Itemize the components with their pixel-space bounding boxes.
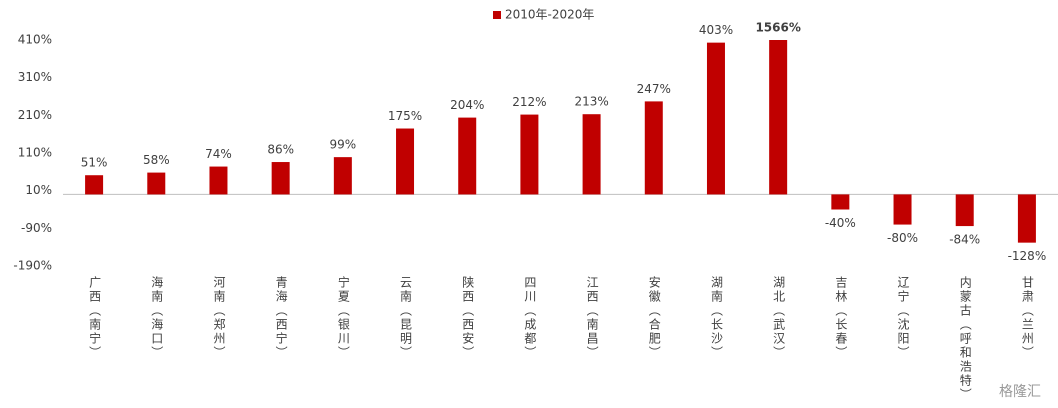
bar xyxy=(1017,194,1036,243)
y-tick-label: 110% xyxy=(18,146,52,160)
data-label: 51% xyxy=(81,156,108,170)
x-tick-label: 甘肃（兰州） xyxy=(1020,276,1034,360)
data-label: 204% xyxy=(450,98,484,112)
y-tick-label: 210% xyxy=(18,108,52,122)
x-tick-label: 四川（成都） xyxy=(523,276,537,360)
data-label: 1566% xyxy=(755,21,800,35)
x-tick-label: 内蒙古（呼和浩特） xyxy=(958,276,972,402)
bar xyxy=(520,114,539,195)
x-tick-label: 青海（西宁） xyxy=(274,276,288,360)
bar xyxy=(955,194,974,227)
data-label: 99% xyxy=(330,138,357,152)
bar xyxy=(396,128,415,195)
y-tick-label: 410% xyxy=(18,33,52,47)
bar xyxy=(831,194,850,210)
watermark: 格隆汇 xyxy=(999,384,1041,400)
data-label: 58% xyxy=(143,153,170,167)
y-tick-label: -190% xyxy=(13,259,52,273)
bar xyxy=(147,172,166,195)
data-label: 212% xyxy=(512,95,546,109)
bar xyxy=(769,40,788,195)
x-tick-label: 湖北（武汉） xyxy=(772,275,786,360)
bar xyxy=(644,101,663,195)
x-tick-label: 海南（海口） xyxy=(150,275,164,360)
data-label: -84% xyxy=(949,233,980,247)
data-label: 175% xyxy=(388,109,422,123)
y-tick-label: -90% xyxy=(21,221,52,235)
data-label: -40% xyxy=(825,216,856,230)
data-label: -128% xyxy=(1008,249,1047,263)
x-tick-label: 江西（南昌） xyxy=(585,276,599,360)
x-tick-label: 宁夏（银川） xyxy=(336,275,350,360)
x-tick-label: 安徽（合肥） xyxy=(647,275,661,360)
bar xyxy=(271,162,290,195)
legend-swatch xyxy=(493,11,501,19)
bar xyxy=(458,117,477,195)
data-label: 213% xyxy=(574,95,608,109)
x-tick-label: 河南（郑州） xyxy=(212,276,226,360)
bar xyxy=(333,157,352,195)
x-tick-label: 云南（昆明） xyxy=(399,276,413,360)
bar xyxy=(209,166,228,195)
data-label: -80% xyxy=(887,231,918,245)
data-label: 74% xyxy=(205,147,232,161)
x-tick-label: 辽宁（沈阳） xyxy=(896,276,910,360)
x-tick-label: 吉林（长春） xyxy=(834,276,848,360)
data-label: 247% xyxy=(637,82,671,96)
data-label: 403% xyxy=(699,23,733,37)
bar xyxy=(706,42,725,195)
plot-area xyxy=(85,40,1036,243)
bar xyxy=(85,175,104,195)
data-label: 86% xyxy=(267,143,294,157)
bar xyxy=(893,194,912,225)
x-tick-label: 湖南（长沙） xyxy=(709,275,723,360)
x-tick-label: 广西（南宁） xyxy=(88,276,102,360)
y-tick-label: 10% xyxy=(25,183,52,197)
legend-label: 2010年-2020年 xyxy=(505,8,594,22)
x-tick-label: 陕西（西安） xyxy=(461,275,475,360)
y-tick-label: 310% xyxy=(18,70,52,84)
bar xyxy=(582,114,601,195)
